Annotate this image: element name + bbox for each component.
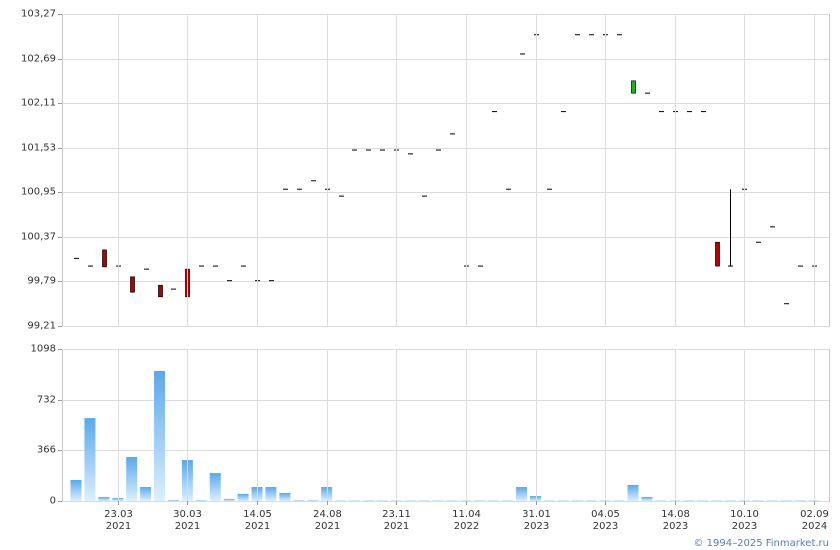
x-tick-year: 2023 xyxy=(524,521,549,532)
volume-bar xyxy=(627,484,639,501)
x-tick-year: 2021 xyxy=(245,521,270,532)
y-tick-label: 99,79 xyxy=(27,276,56,287)
volume-bar xyxy=(167,500,179,501)
x-tick-year: 2021 xyxy=(106,521,131,532)
y-tick-label: 366 xyxy=(37,445,56,456)
y-tick-label: 1098 xyxy=(31,344,56,355)
x-tick-year: 2021 xyxy=(384,521,409,532)
candle-body xyxy=(130,276,135,293)
volume-bar xyxy=(516,487,528,501)
x-tick-year: 2022 xyxy=(454,521,479,532)
copyright: © 1994–2025 Finmarket.ru xyxy=(693,538,829,549)
volume-frame xyxy=(62,349,830,502)
y-tick-label: 99,21 xyxy=(27,321,56,332)
x-tick-year: 2023 xyxy=(593,521,618,532)
volume-bar xyxy=(70,479,82,501)
x-tick-label: 11.04 xyxy=(452,509,481,520)
y-tick-label: 100,37 xyxy=(21,232,56,243)
volume-bar xyxy=(641,496,653,501)
volume-bar xyxy=(223,498,235,501)
x-tick-year: 2024 xyxy=(802,521,827,532)
candle-body xyxy=(631,80,636,94)
y-tick-label: 732 xyxy=(37,395,56,406)
x-tick-label: 23.03 xyxy=(104,509,133,520)
volume-bar xyxy=(307,500,319,501)
x-tick-label: 14.08 xyxy=(661,509,690,520)
x-tick-label: 10.10 xyxy=(730,509,759,520)
volume-bar xyxy=(321,487,333,501)
x-tick-year: 2023 xyxy=(663,521,688,532)
volume-bar xyxy=(279,492,291,501)
candle-body xyxy=(102,249,107,268)
price-frame xyxy=(62,14,830,327)
volume-bar xyxy=(140,487,152,501)
x-tick-label: 02.09 xyxy=(800,509,829,520)
y-tick-label: 0 xyxy=(50,496,56,507)
y-tick-label: 101,53 xyxy=(21,143,56,154)
volume-bar xyxy=(209,473,221,501)
x-tick-label: 31.01 xyxy=(522,509,551,520)
y-tick-label: 100,95 xyxy=(21,187,56,198)
candle-body xyxy=(158,284,163,298)
candle-body xyxy=(715,241,720,267)
volume-bar xyxy=(154,371,166,501)
x-tick-year: 2023 xyxy=(732,521,757,532)
y-tick-label: 103,27 xyxy=(21,9,56,20)
volume-bar xyxy=(293,500,305,501)
x-tick-year: 2021 xyxy=(175,521,200,532)
volume-bar xyxy=(84,418,96,501)
volume-bar xyxy=(195,500,207,501)
y-tick-label: 102,11 xyxy=(21,98,56,109)
x-tick-year: 2021 xyxy=(315,521,340,532)
volume-bar xyxy=(112,497,124,501)
volume-bar xyxy=(265,487,277,501)
x-tick-label: 14.05 xyxy=(243,509,272,520)
volume-bar xyxy=(98,496,110,501)
x-tick-label: 24.08 xyxy=(313,509,342,520)
volume-bar xyxy=(237,493,249,501)
volume-bar xyxy=(126,456,138,501)
x-tick-label: 04.05 xyxy=(591,509,620,520)
x-tick-label: 23.11 xyxy=(382,509,411,520)
y-tick-label: 102,69 xyxy=(21,54,56,65)
x-tick-label: 30.03 xyxy=(173,509,202,520)
volume-bar xyxy=(530,496,542,501)
